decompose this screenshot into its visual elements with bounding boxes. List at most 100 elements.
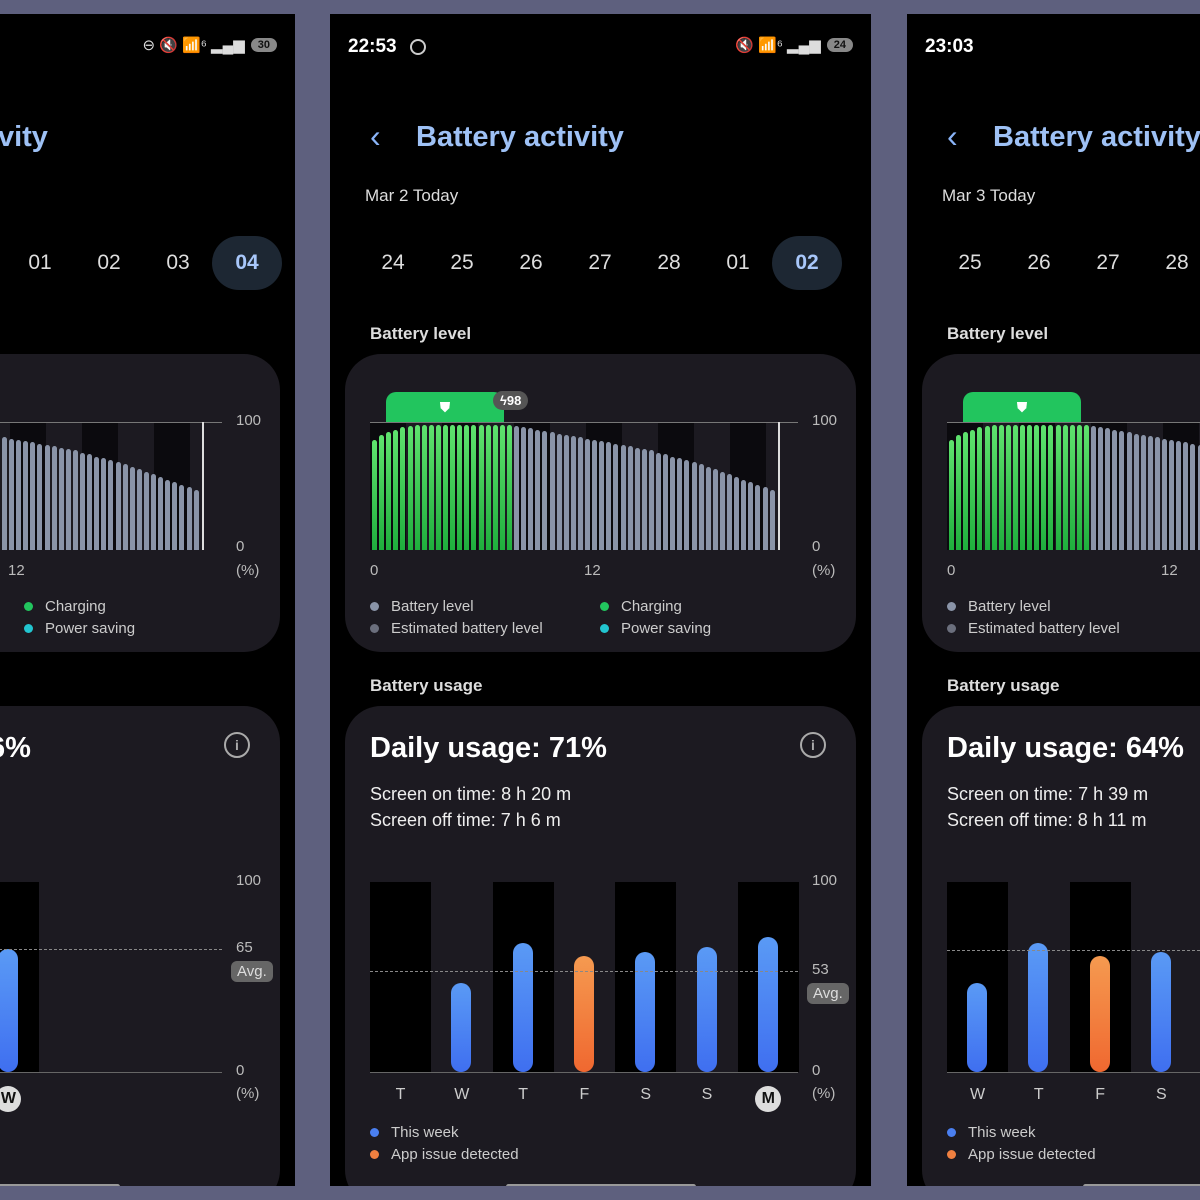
signal-icons: ⊖ 🔇 📶⁶ ▂▄▆: [142, 37, 245, 54]
usage-bar: [451, 982, 472, 1072]
x-label-mid: 12: [584, 562, 601, 579]
legend-text: Power saving: [621, 620, 712, 637]
battery-level-bar: [1133, 433, 1139, 550]
back-arrow-icon[interactable]: ‹: [370, 118, 381, 154]
back-arrow-icon[interactable]: ‹: [947, 118, 958, 154]
page-title: Battery activity: [416, 121, 624, 153]
legend-charging: Charging: [24, 598, 106, 615]
legend-text: Estimated battery level: [968, 620, 1120, 637]
day-tab[interactable]: 28: [657, 251, 681, 274]
charging-bar: [984, 425, 990, 550]
day-tab[interactable]: 26: [1027, 251, 1051, 274]
usage-day-column: [553, 882, 615, 1072]
info-icon[interactable]: i: [800, 732, 826, 758]
battery-level-chart: [947, 422, 1200, 550]
usage-day-label: F: [1070, 1086, 1131, 1104]
battery-level-bar: [535, 429, 541, 550]
battery-level-bar: [741, 479, 747, 550]
usage-day-text: W: [0, 1086, 22, 1112]
legend-dot: [947, 624, 956, 633]
usage-day-text: S: [701, 1086, 713, 1103]
day-tab[interactable]: 03: [166, 251, 190, 274]
usage-bar: [967, 982, 987, 1072]
day-tab[interactable]: 24: [381, 251, 405, 274]
battery-level-bar: [30, 442, 36, 550]
day-tab[interactable]: 04: [212, 236, 282, 290]
charging-bar: [1055, 424, 1061, 550]
legend-dot: [947, 602, 956, 611]
page-title: Battery activity: [993, 121, 1200, 153]
app-issue-bar: [573, 956, 594, 1072]
charging-bar: [457, 424, 463, 550]
legend-dot: [24, 602, 33, 611]
battery-level-bar: [514, 425, 519, 550]
charging-bar: [428, 424, 434, 550]
legend-text: App issue detected: [968, 1146, 1096, 1163]
battery-level-bar: [769, 489, 775, 550]
battery-level-bar: [606, 442, 612, 550]
day-tab[interactable]: 28: [1165, 251, 1189, 274]
phone-screen-center: 22:53 🔇 📶⁶ ▂▄▆ 24 ‹ Battery activity Mar 2 To…: [330, 14, 871, 1186]
axis-label-bottom: 0: [236, 538, 245, 555]
battery-level-bar: [762, 487, 768, 550]
chart-top-line: [947, 422, 1200, 423]
day-tab[interactable]: 27: [588, 251, 612, 274]
battery-level-bar: [1, 437, 7, 550]
legend-text: Charging: [45, 598, 106, 615]
usage-day-column: [492, 882, 554, 1072]
battery-level-bar: [663, 454, 669, 550]
legend-dot: [370, 624, 379, 633]
battery-level-bar: [44, 445, 50, 550]
charging-bar: [485, 424, 491, 550]
charging-bar: [1069, 424, 1075, 550]
charging-bar: [1048, 424, 1054, 550]
usage-axis-avg: 65: [236, 938, 253, 956]
legend-this-week: This week: [947, 1124, 1036, 1141]
charging-bar: [1012, 424, 1018, 550]
legend-text: Charging: [621, 598, 682, 615]
legend-text: Estimated battery level: [391, 620, 543, 637]
axis-label-unit: (%): [236, 562, 260, 579]
legend-estimated: Estimated battery level: [370, 620, 543, 637]
info-icon[interactable]: i: [224, 732, 250, 758]
charging-bar: [991, 424, 997, 550]
current-time-marker: [778, 422, 780, 550]
day-tab[interactable]: 27: [1096, 251, 1120, 274]
home-indicator[interactable]: [1083, 1184, 1200, 1186]
home-indicator[interactable]: [0, 1184, 120, 1186]
battery-level-bar: [656, 452, 661, 550]
day-tab[interactable]: 02: [97, 251, 121, 274]
battery-level-bar: [627, 446, 633, 550]
day-tab[interactable]: 01: [28, 251, 52, 274]
charging-bar: [414, 424, 420, 550]
usage-axis-unit: (%): [812, 1085, 836, 1102]
usage-day-label: T: [493, 1086, 554, 1104]
battery-level-bar: [528, 428, 534, 550]
day-tab[interactable]: 02: [772, 236, 842, 290]
day-tab[interactable]: 01: [726, 251, 750, 274]
daily-usage-heading: Daily usage: 64%: [947, 732, 1184, 764]
battery-level-bar: [9, 438, 14, 550]
page-title: Battery activity: [0, 121, 48, 153]
usage-bar: [512, 942, 533, 1072]
charging-bar: [379, 434, 385, 550]
battery-level-bar: [1147, 436, 1153, 550]
day-tab[interactable]: 25: [450, 251, 474, 274]
usage-day-column: [431, 882, 493, 1072]
battery-level-bar: [705, 466, 711, 550]
legend-dot: [947, 1128, 956, 1137]
usage-day-column: [615, 882, 677, 1072]
usage-day-text: T: [1033, 1086, 1044, 1103]
battery-level-bar: [16, 439, 22, 550]
usage-day-column: [1069, 882, 1131, 1072]
charging-bar: [949, 439, 954, 550]
battery-level-bar: [634, 447, 640, 550]
battery-level-bar: [570, 436, 576, 550]
legend-dot: [600, 624, 609, 633]
home-indicator[interactable]: [506, 1184, 696, 1186]
average-line: [947, 950, 1200, 952]
legend-dot: [24, 624, 33, 633]
day-tab[interactable]: 25: [958, 251, 982, 274]
usage-day-column: [0, 882, 39, 1072]
day-tab[interactable]: 26: [519, 251, 543, 274]
